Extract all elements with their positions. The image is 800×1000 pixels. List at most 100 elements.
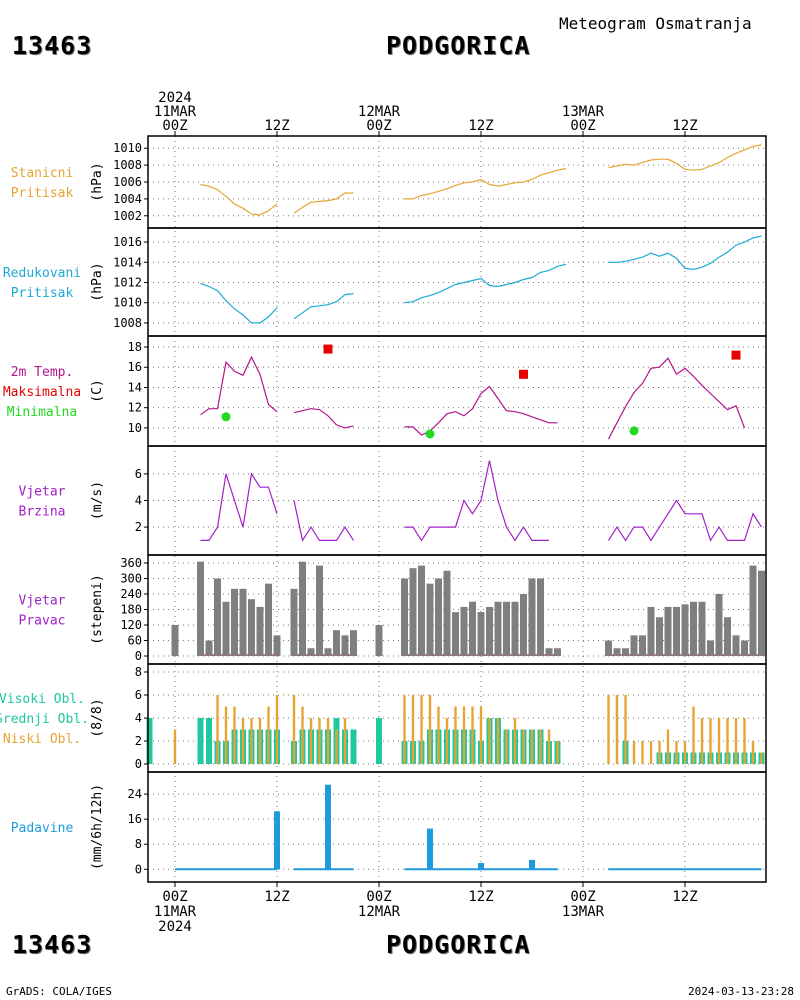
wind-direction-bar — [528, 578, 536, 656]
cloud-low-bar — [471, 706, 474, 764]
y-tick-label: 60 — [128, 634, 142, 648]
cloud-low-bar — [250, 718, 253, 764]
top-time-label: 00Z — [162, 118, 187, 134]
cloud-low-bar — [530, 729, 534, 764]
wind-direction-bar — [673, 606, 680, 656]
top-time-label: 12Z — [468, 118, 493, 134]
wind-direction-bar — [426, 583, 434, 656]
panel-unit-label: (m/s) — [90, 481, 105, 520]
cloud-low-bar — [539, 729, 542, 764]
series-line — [293, 293, 354, 320]
panel-unit-label: (8/8) — [90, 698, 105, 737]
series-line — [608, 235, 762, 271]
top-time-label: 13MAR — [562, 104, 605, 120]
cloud-low-bar — [607, 695, 610, 764]
wind-direction-bar — [333, 630, 340, 656]
y-tick-label: 1012 — [113, 276, 142, 290]
y-tick-label: 1004 — [113, 192, 142, 206]
y-tick-label: 1006 — [113, 175, 142, 189]
wind-direction-bar — [469, 601, 476, 656]
series-line — [607, 357, 746, 440]
wind-direction-bar — [622, 648, 629, 656]
wind-direction-bar — [256, 606, 264, 656]
y-tick-label: 0 — [135, 757, 142, 771]
y-tick-label: 4 — [135, 494, 142, 508]
cloud-low-bar — [233, 706, 236, 764]
top-time-label: 2024 — [158, 90, 192, 106]
cloud-low-bar — [760, 752, 763, 764]
wind-direction-bar — [375, 625, 383, 656]
wind-direction-bar — [443, 570, 451, 656]
cloud-low-bar — [335, 729, 338, 764]
y-tick-label: 1010 — [113, 296, 142, 310]
wind-direction-bar — [418, 565, 425, 656]
y-tick-label: 12 — [128, 401, 142, 415]
cloud-low-bar — [267, 706, 270, 764]
precip-bar — [529, 859, 535, 870]
y-tick-label: 1008 — [113, 158, 142, 172]
wind-direction-bar — [214, 578, 221, 656]
series-line — [404, 460, 549, 542]
y-tick-label: 14 — [128, 380, 142, 394]
cloud-mid-high-bar — [350, 729, 357, 764]
cloud-low-bar — [624, 695, 627, 764]
y-tick-label: 0 — [135, 862, 142, 876]
wind-direction-bar — [545, 648, 553, 656]
y-tick-label: 2 — [135, 520, 142, 534]
cloud-low-bar — [717, 718, 721, 764]
cloud-low-bar — [683, 741, 687, 764]
y-tick-label: 4 — [135, 711, 142, 725]
wind-direction-bar — [290, 588, 298, 656]
y-tick-label: 2 — [135, 734, 142, 748]
panel-unit-label: (hPa) — [90, 162, 105, 201]
wind-direction-bar — [341, 635, 349, 656]
cloud-mid-high-bar — [197, 718, 204, 764]
wind-direction-bar — [690, 601, 697, 656]
wind-direction-bar — [401, 578, 408, 656]
cloud-low-bar — [488, 718, 491, 764]
y-tick-label: 6 — [135, 467, 142, 481]
cloud-mid-high-bar — [376, 718, 382, 764]
cloud-low-bar — [734, 718, 738, 764]
max-temp-marker — [731, 350, 741, 360]
panel-label-line: Maksimalna — [3, 385, 81, 400]
wind-direction-bar — [698, 601, 706, 656]
wind-direction-bar — [605, 640, 612, 656]
cloud-low-bar — [428, 695, 432, 764]
wind-direction-bar — [537, 578, 544, 656]
panel-unit-label: (C) — [90, 379, 105, 402]
cloud-low-bar — [632, 741, 636, 764]
station-name-top: PODGORICA — [386, 31, 531, 60]
panel-label-line: Pritisak — [11, 186, 74, 201]
cloud-low-bar — [479, 706, 483, 764]
wind-direction-bar — [324, 648, 332, 656]
cloud-low-bar — [258, 718, 262, 764]
wind-direction-bar — [639, 635, 646, 656]
cloud-low-bar — [522, 729, 525, 764]
cloud-low-bar — [309, 718, 313, 764]
cloud-low-bar — [445, 718, 449, 764]
max-temp-marker — [519, 369, 528, 379]
series-line — [404, 385, 558, 436]
series-line — [293, 500, 355, 542]
panel-label-line: Padavine — [11, 821, 74, 836]
wind-direction-bar — [205, 640, 213, 656]
cloud-low-bar — [556, 741, 559, 764]
cloud-low-bar — [241, 718, 245, 764]
y-tick-label: 0 — [135, 649, 142, 663]
wind-direction-bar — [630, 635, 638, 656]
panel-label-line: Vjetar — [19, 485, 66, 500]
y-tick-label: 300 — [120, 572, 142, 586]
wind-direction-bar — [681, 604, 689, 656]
cloud-mid-high-bar — [146, 718, 153, 764]
panel-frame — [147, 227, 767, 337]
y-tick-label: 10 — [128, 421, 142, 435]
wind-direction-bar — [647, 606, 655, 656]
series-line — [293, 192, 354, 214]
top-time-label: 12Z — [672, 118, 697, 134]
y-tick-label: 1014 — [113, 255, 142, 269]
cloud-low-bar — [224, 706, 228, 764]
cloud-low-bar — [649, 741, 653, 764]
cloud-low-bar — [301, 706, 304, 764]
